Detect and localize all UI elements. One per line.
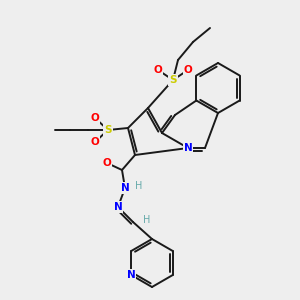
Text: H: H [143,215,150,225]
Text: O: O [103,158,111,168]
Text: H: H [135,181,142,191]
Text: O: O [184,65,192,75]
Text: O: O [91,113,99,123]
Text: N: N [127,270,136,280]
Text: N: N [121,183,129,193]
Text: N: N [114,202,122,212]
Text: S: S [104,125,112,135]
Text: N: N [184,143,192,153]
Text: S: S [169,75,177,85]
Text: O: O [91,137,99,147]
Text: O: O [154,65,162,75]
